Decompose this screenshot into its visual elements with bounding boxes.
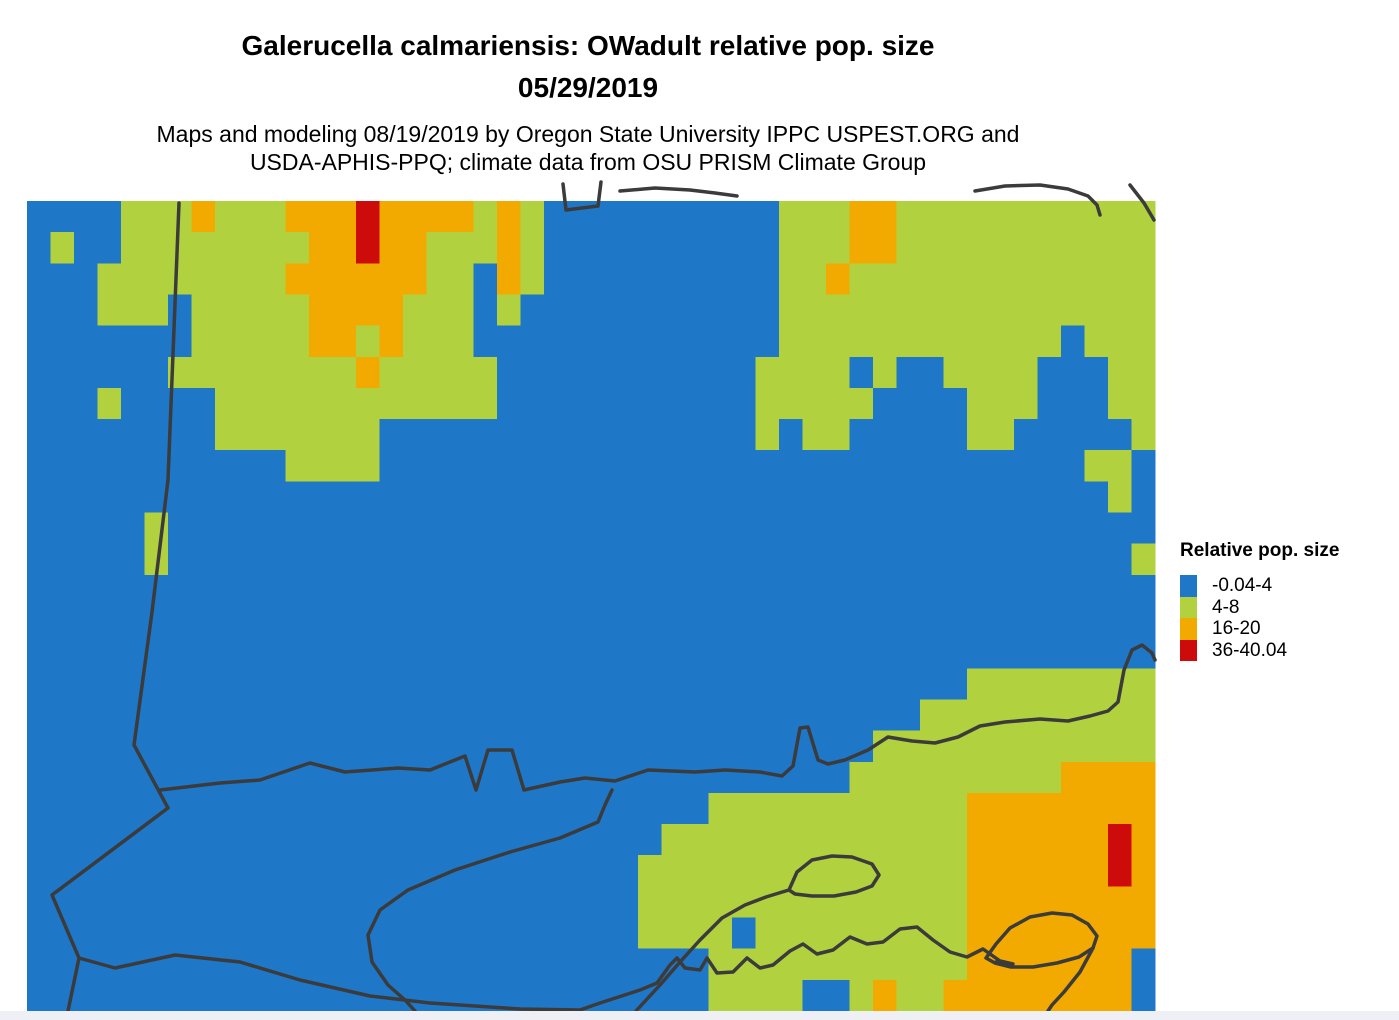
- chart-subtitle-line2: USDA-APHIS-PPQ; climate data from OSU PR…: [249, 149, 927, 175]
- boundary-south-boundary-shore: [77, 925, 1015, 1012]
- chart-subtitle-line1: Maps and modeling 08/19/2019 by Oregon S…: [156, 121, 1020, 147]
- legend-swatch-0: [1180, 575, 1197, 597]
- legend-swatch-2: [1180, 618, 1197, 640]
- raster-grid: [27, 201, 1156, 1012]
- chart-title: Galerucella calmariensis: OWadult relati…: [241, 30, 935, 61]
- boundary-top-curve-right: [973, 183, 1102, 217]
- legend-label-0: -0.04-4: [1212, 575, 1273, 596]
- boundary-county-line-west: [50, 201, 181, 1013]
- bottom-margin-strip: [0, 1011, 1399, 1020]
- boundary-top-bracket: [561, 180, 603, 212]
- legend-title: Relative pop. size: [1180, 540, 1340, 561]
- legend-item-0: -0.04-4: [1180, 575, 1395, 597]
- legend-item-3: 36-40.04: [1180, 639, 1395, 661]
- boundary-top-right-diagonal: [1128, 183, 1156, 222]
- boundary-county-line-southwest: [366, 788, 614, 1013]
- boundary-southeast-loop-tail: [1046, 946, 1095, 1013]
- boundary-lines: [50, 180, 1157, 1013]
- legend-item-2: 16-20: [1180, 618, 1395, 640]
- legend-label-3: 36-40.04: [1212, 639, 1288, 661]
- boundary-river-main: [158, 643, 1157, 792]
- boundary-top-curve-center: [618, 186, 739, 198]
- legend-label-2: 16-20: [1212, 618, 1261, 639]
- boundary-southeast-loop: [984, 911, 1099, 969]
- legend-label-1: 4-8: [1212, 596, 1240, 618]
- legend-swatch-1: [1180, 596, 1197, 618]
- legend: Relative pop. size -0.04-4 4-8 16-20 36-40.…: [1180, 540, 1395, 661]
- legend-items: -0.04-4 4-8 16-20 36-40.04: [1180, 575, 1395, 661]
- boundary-diagonal-to-lake: [634, 888, 791, 1013]
- chart-title-date: 05/29/2019: [517, 72, 659, 103]
- boundary-lake-loop: [787, 854, 881, 898]
- legend-swatch-3: [1180, 639, 1197, 661]
- legend-item-1: 4-8: [1180, 596, 1395, 618]
